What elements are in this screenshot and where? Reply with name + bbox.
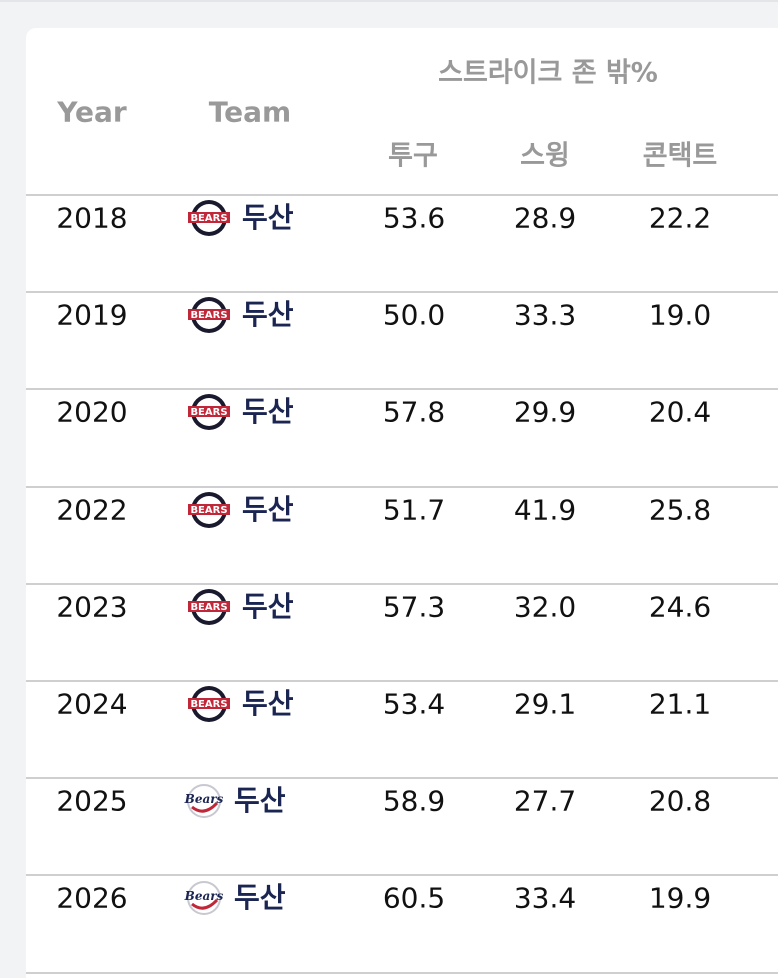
row-divider xyxy=(26,485,778,488)
team-logo: BEARS xyxy=(188,297,230,334)
year-cell: 2018 xyxy=(56,201,128,235)
year-cell: 2020 xyxy=(56,395,128,429)
row-divider xyxy=(26,582,778,585)
column-header: 콘택트 xyxy=(642,140,718,172)
year-cell: 2025 xyxy=(56,784,128,818)
stats-table: 스트라이크 존 밖% Year Team 투구 스윙 콘택트 2018 BEARS… xyxy=(26,28,778,978)
team-cell: 두산 xyxy=(242,298,294,332)
stat-cell: 29.9 xyxy=(513,395,577,429)
team-cell: 두산 xyxy=(234,881,286,915)
team-logo: Bears xyxy=(184,784,224,819)
stat-cell: 20.4 xyxy=(648,395,712,429)
stat-cell: 29.1 xyxy=(513,687,577,721)
team-cell: 두산 xyxy=(242,492,294,526)
team-cell: 두산 xyxy=(242,395,294,429)
stat-cell: 19.0 xyxy=(648,298,712,332)
team-cell: 두산 xyxy=(242,687,294,720)
stat-cell: 27.7 xyxy=(513,784,577,818)
year-cell: 2023 xyxy=(56,590,128,624)
team-cell: 두산 xyxy=(242,201,294,234)
stat-cell: 21.1 xyxy=(648,687,712,721)
year-cell: 2022 xyxy=(56,493,128,527)
stat-cell: 50.0 xyxy=(382,298,446,332)
team-logo: BEARS xyxy=(188,491,230,528)
stat-cell: 57.3 xyxy=(382,590,446,624)
header-divider xyxy=(26,194,778,196)
svg-text:BEARS: BEARS xyxy=(190,505,227,516)
stat-cell: 57.8 xyxy=(382,395,446,429)
team-cell: 두산 xyxy=(234,784,286,818)
year-cell: 2026 xyxy=(56,881,128,915)
row-divider xyxy=(26,874,778,877)
row-divider xyxy=(26,777,778,780)
stat-cell: 24.6 xyxy=(648,590,712,624)
stat-cell: 53.4 xyxy=(382,687,446,721)
group-header: 스트라이크 존 밖% xyxy=(438,57,658,89)
team-logo: BEARS xyxy=(188,686,230,722)
stat-cell: 33.3 xyxy=(513,298,577,332)
row-divider xyxy=(26,680,778,682)
year-cell: 2024 xyxy=(56,687,128,721)
team-logo: BEARS xyxy=(188,200,230,236)
year-cell: 2019 xyxy=(56,298,128,332)
stat-cell: 51.7 xyxy=(382,493,446,527)
stat-cell: 41.9 xyxy=(513,493,577,527)
team-cell: 두산 xyxy=(242,589,294,623)
svg-text:BEARS: BEARS xyxy=(190,310,227,321)
stat-cell: 60.5 xyxy=(382,881,446,915)
stat-cell: 19.9 xyxy=(648,881,712,915)
stat-cell: 28.9 xyxy=(513,201,577,235)
svg-text:BEARS: BEARS xyxy=(190,602,227,613)
stat-cell: 25.8 xyxy=(648,493,712,527)
stat-cell: 33.4 xyxy=(513,881,577,915)
svg-text:Bears: Bears xyxy=(184,889,224,903)
stat-cell: 58.9 xyxy=(382,784,446,818)
row-divider xyxy=(26,388,778,391)
team-logo: BEARS xyxy=(188,394,230,431)
column-header: 투구 xyxy=(388,140,438,172)
column-header: 스윙 xyxy=(520,140,570,172)
column-header: Year xyxy=(57,95,127,129)
team-logo: BEARS xyxy=(188,588,230,625)
stat-cell: 20.8 xyxy=(648,784,712,818)
stat-cell: 32.0 xyxy=(513,590,577,624)
top-border xyxy=(0,0,778,2)
svg-text:BEARS: BEARS xyxy=(190,699,227,710)
team-logo: Bears xyxy=(184,881,224,916)
svg-text:Bears: Bears xyxy=(184,792,224,806)
stat-cell: 22.2 xyxy=(648,201,712,235)
svg-text:BEARS: BEARS xyxy=(190,407,227,418)
column-header: Team xyxy=(208,95,292,129)
svg-text:BEARS: BEARS xyxy=(190,213,227,224)
stat-cell: 53.6 xyxy=(382,201,446,235)
row-divider xyxy=(26,291,778,294)
